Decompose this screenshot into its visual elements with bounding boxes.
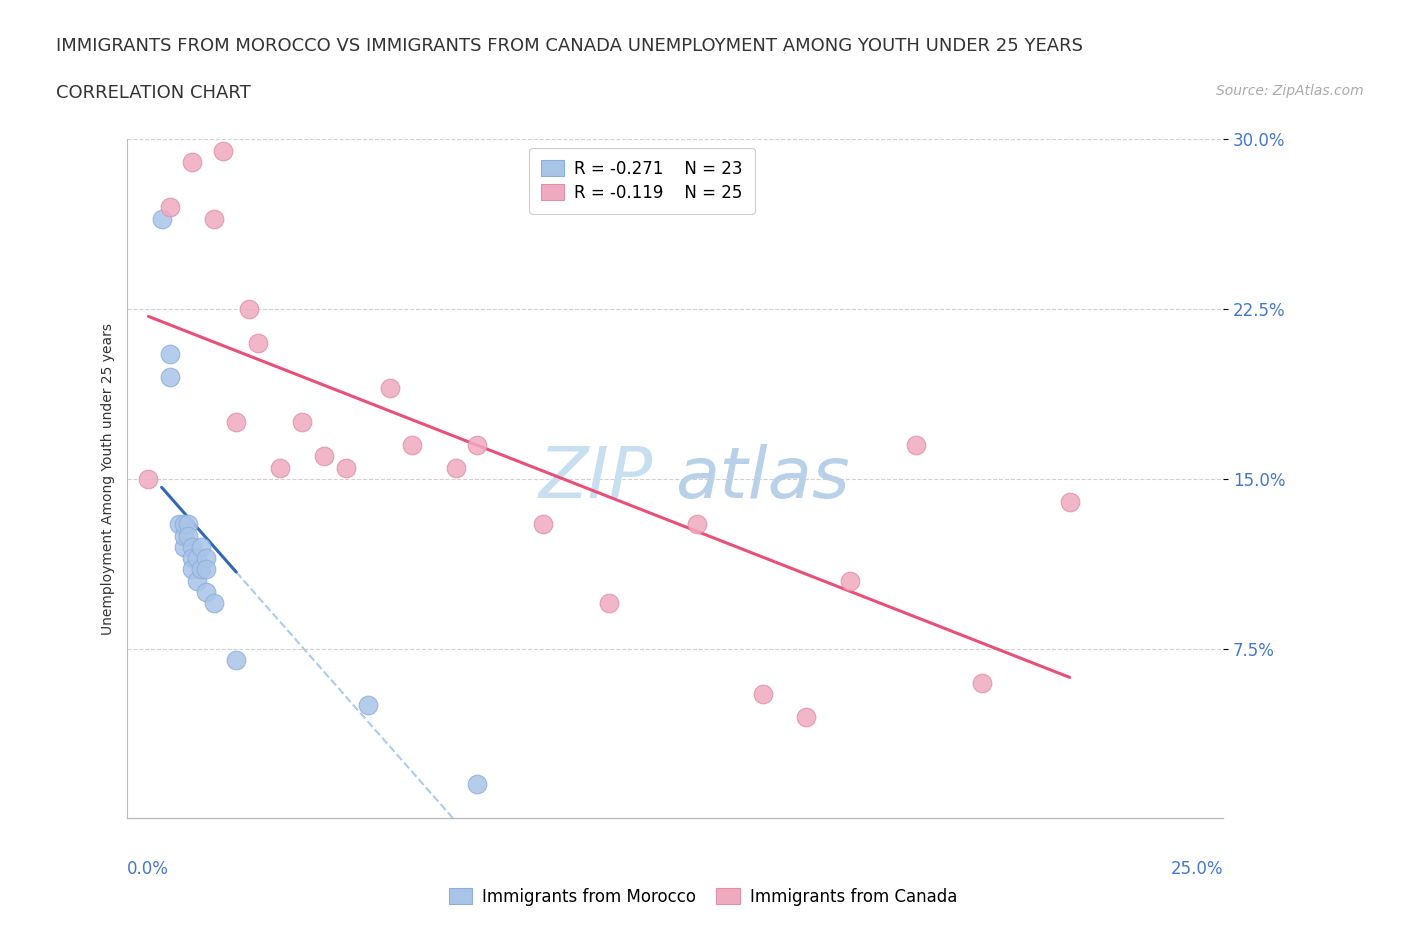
Point: [159, 347, 181, 362]
Point: [159, 369, 181, 385]
Point: [905, 437, 928, 452]
Point: [181, 539, 204, 554]
Point: [150, 211, 173, 226]
Point: [194, 562, 217, 577]
Point: [186, 573, 208, 589]
Point: [312, 449, 335, 464]
Point: [796, 709, 818, 724]
Text: Source: ZipAtlas.com: Source: ZipAtlas.com: [1216, 84, 1364, 98]
Point: [138, 472, 160, 486]
Point: [225, 415, 247, 430]
Point: [181, 154, 204, 169]
Point: [194, 585, 217, 600]
Text: 25.0%: 25.0%: [1171, 860, 1223, 878]
Point: [194, 551, 217, 565]
Point: [467, 437, 489, 452]
Point: [212, 143, 235, 158]
Point: [173, 517, 195, 532]
Point: [751, 686, 773, 701]
Point: [177, 517, 200, 532]
Point: [686, 517, 709, 532]
Point: [177, 528, 200, 543]
Legend: R = -0.271    N = 23, R = -0.119    N = 25: R = -0.271 N = 23, R = -0.119 N = 25: [530, 148, 755, 214]
Point: [167, 517, 190, 532]
Point: [190, 562, 212, 577]
Point: [173, 528, 195, 543]
Point: [225, 653, 247, 668]
Y-axis label: Unemployment Among Youth under 25 years: Unemployment Among Youth under 25 years: [101, 323, 115, 635]
Point: [186, 551, 208, 565]
Legend: Immigrants from Morocco, Immigrants from Canada: Immigrants from Morocco, Immigrants from…: [443, 881, 963, 912]
Point: [202, 211, 225, 226]
Point: [1059, 494, 1081, 509]
Point: [238, 301, 260, 316]
Point: [467, 777, 489, 792]
Text: CORRELATION CHART: CORRELATION CHART: [56, 84, 252, 101]
Point: [378, 381, 401, 396]
Point: [202, 596, 225, 611]
Point: [839, 573, 862, 589]
Point: [531, 517, 554, 532]
Point: [181, 551, 204, 565]
Point: [247, 336, 270, 351]
Point: [401, 437, 423, 452]
Point: [159, 200, 181, 215]
Point: [444, 460, 467, 475]
Point: [190, 539, 212, 554]
Text: ZIP: ZIP: [538, 445, 652, 513]
Point: [970, 675, 993, 690]
Point: [269, 460, 291, 475]
Point: [598, 596, 620, 611]
Text: 0.0%: 0.0%: [127, 860, 169, 878]
Text: atlas: atlas: [675, 445, 849, 513]
Point: [335, 460, 357, 475]
Text: IMMIGRANTS FROM MOROCCO VS IMMIGRANTS FROM CANADA UNEMPLOYMENT AMONG YOUTH UNDER: IMMIGRANTS FROM MOROCCO VS IMMIGRANTS FR…: [56, 37, 1083, 55]
Point: [291, 415, 314, 430]
Point: [173, 539, 195, 554]
Point: [357, 698, 380, 712]
Point: [181, 562, 204, 577]
